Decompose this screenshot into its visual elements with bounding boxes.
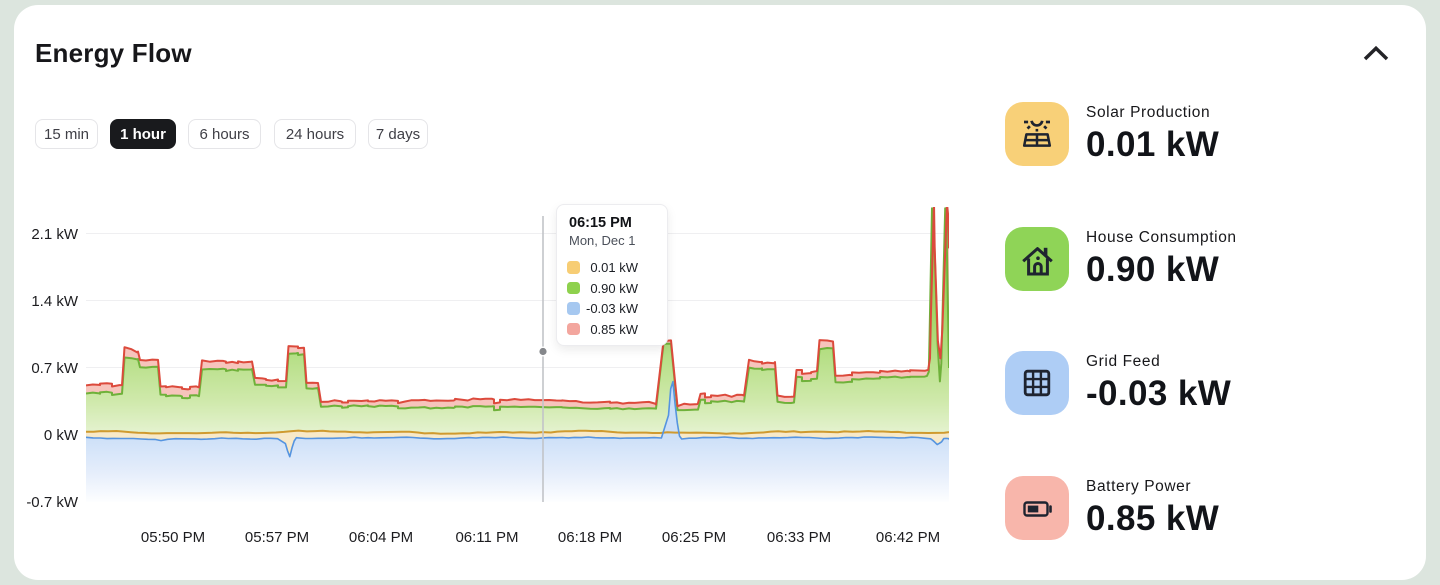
svg-text:06:04 PM: 06:04 PM bbox=[349, 529, 413, 546]
svg-text:06:11 PM: 06:11 PM bbox=[455, 529, 518, 546]
svg-text:05:50 PM: 05:50 PM bbox=[141, 529, 205, 546]
svg-text:06:33 PM: 06:33 PM bbox=[767, 529, 831, 546]
svg-text:-0.7 kW: -0.7 kW bbox=[26, 494, 79, 511]
svg-text:0 kW: 0 kW bbox=[44, 427, 79, 444]
svg-text:06:18 PM: 06:18 PM bbox=[558, 529, 622, 546]
svg-text:05:57 PM: 05:57 PM bbox=[245, 529, 309, 546]
svg-text:1.4 kW: 1.4 kW bbox=[31, 293, 79, 310]
svg-text:2.1 kW: 2.1 kW bbox=[31, 226, 79, 243]
svg-text:06:25 PM: 06:25 PM bbox=[662, 529, 726, 546]
svg-text:06:42 PM: 06:42 PM bbox=[876, 529, 940, 546]
svg-text:0.7 kW: 0.7 kW bbox=[31, 360, 79, 377]
